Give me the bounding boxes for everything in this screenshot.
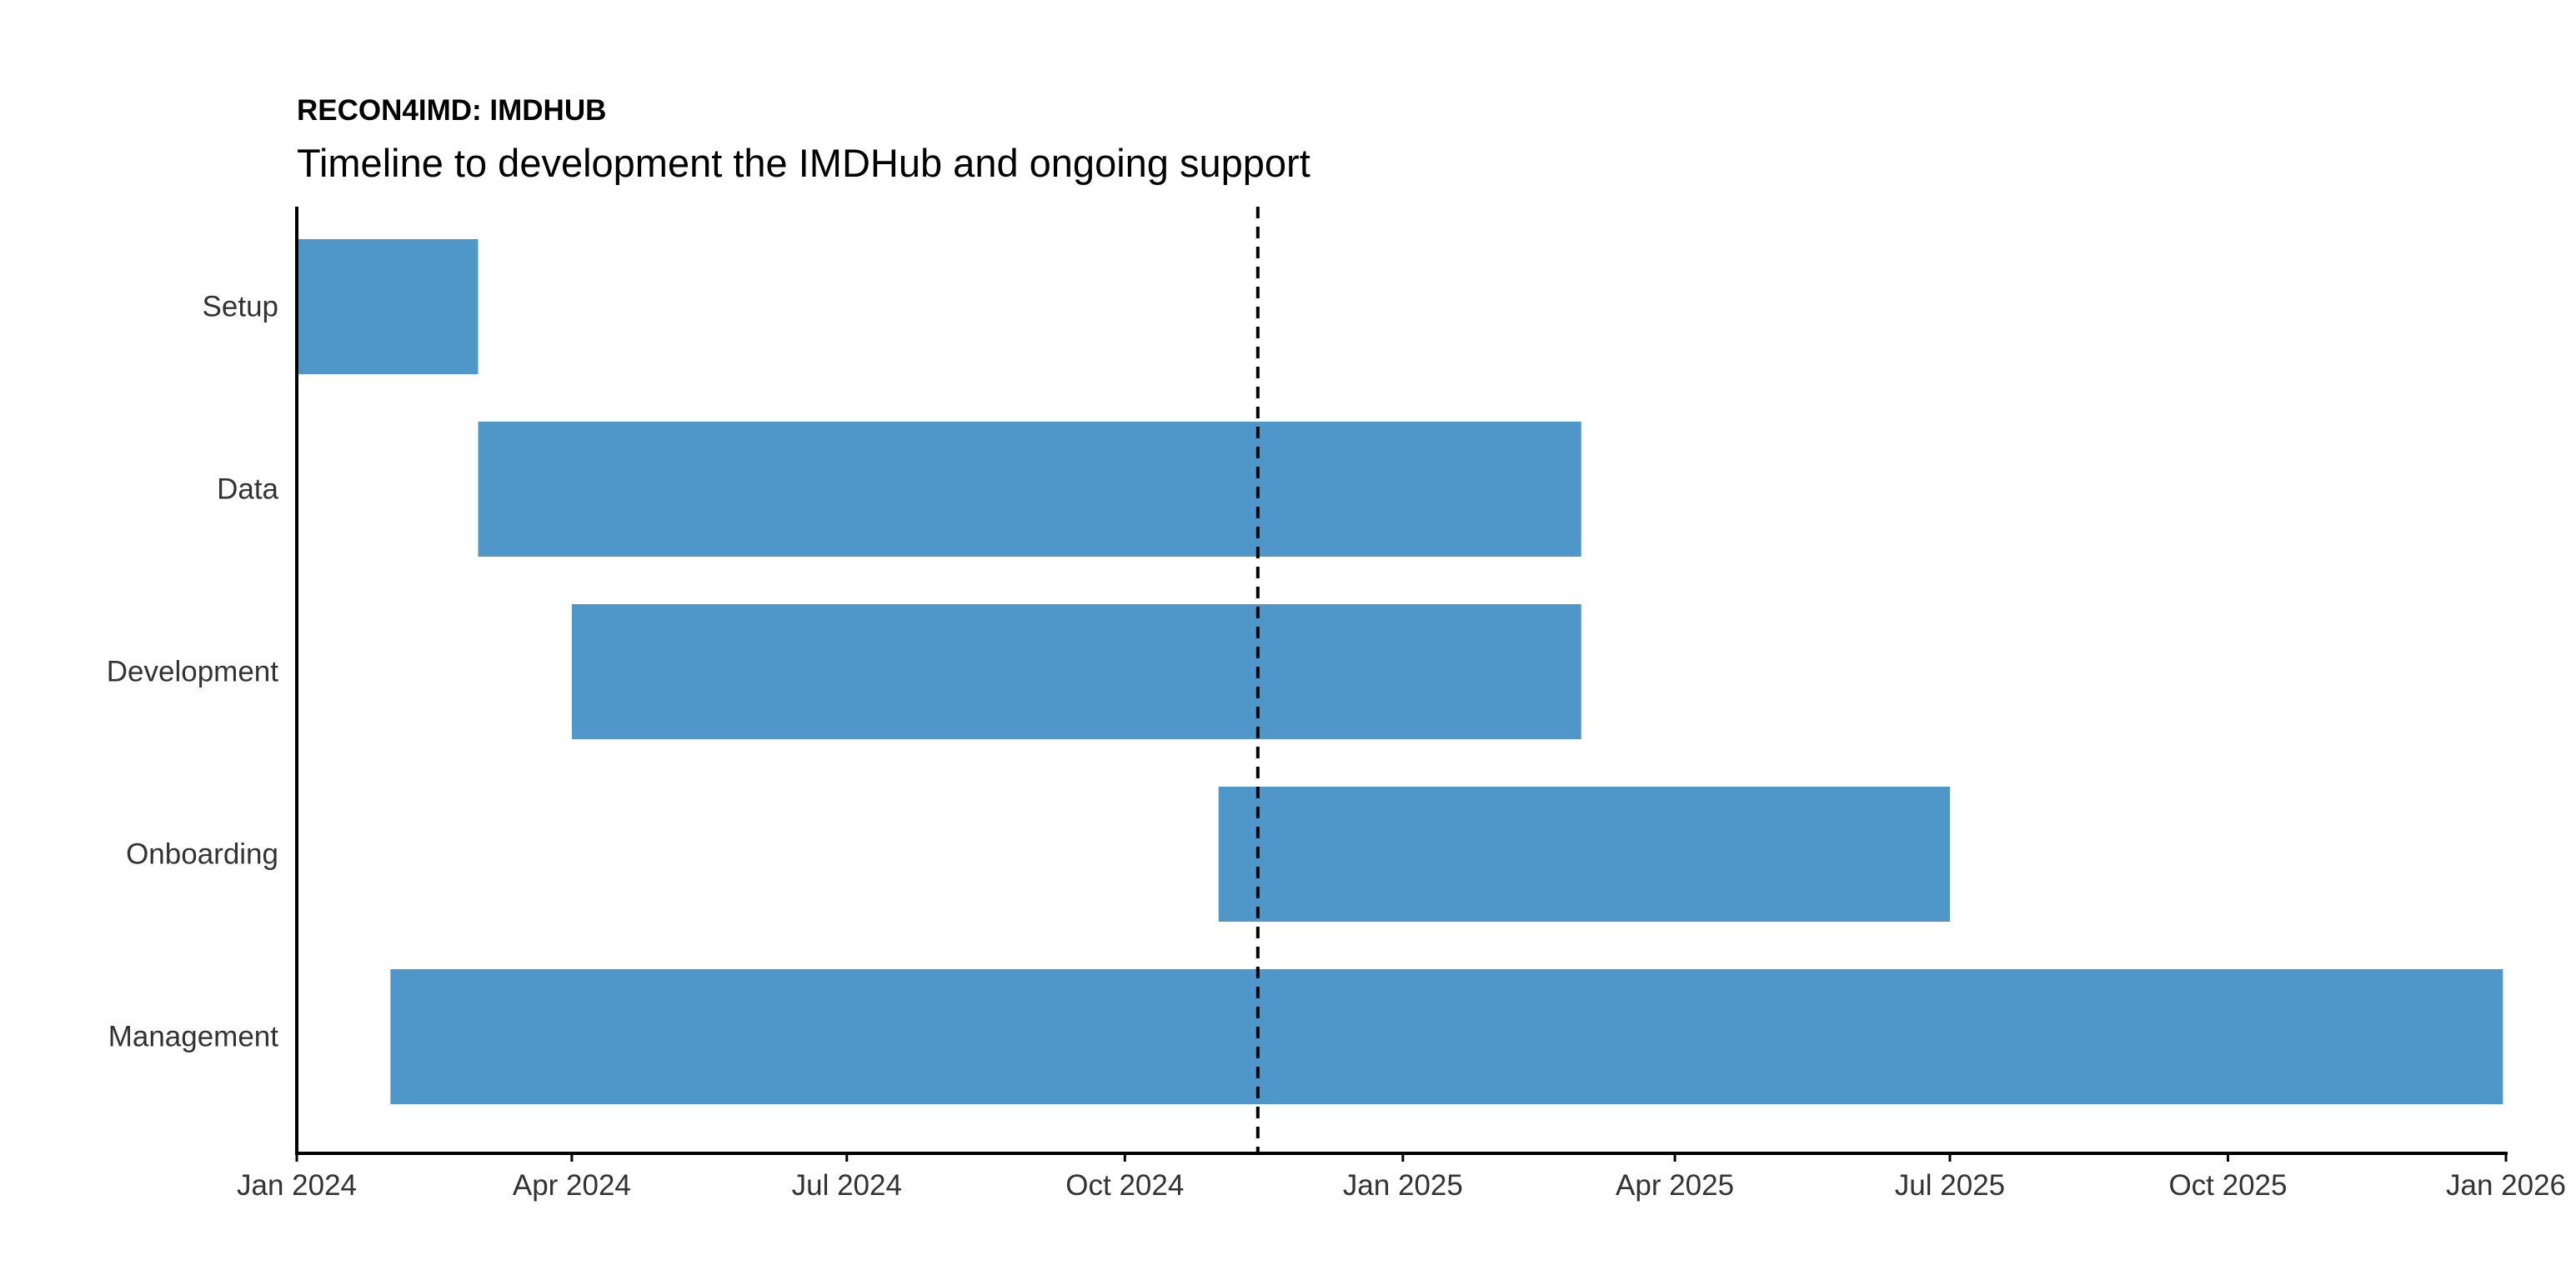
x-tick-label: Jul 2024 (792, 1169, 902, 1202)
bar-data (478, 422, 1581, 557)
x-tick-label: Apr 2025 (1616, 1169, 1734, 1202)
x-tick-label: Jan 2026 (2446, 1169, 2566, 1202)
bar-onboarding (1218, 787, 1950, 922)
x-tick-label: Jan 2025 (1343, 1169, 1463, 1202)
category-label-onboarding: Onboarding (126, 838, 278, 871)
category-label-setup: Setup (203, 291, 278, 323)
x-tick-label: Jul 2025 (1895, 1169, 2005, 1202)
bar-setup (297, 239, 479, 374)
category-label-data: Data (217, 473, 278, 506)
chart-title: RECON4IMD: IMDHUB (297, 94, 606, 127)
x-tick-label: Apr 2024 (513, 1169, 631, 1202)
category-label-development: Development (107, 656, 278, 688)
category-label-management: Management (108, 1021, 279, 1053)
bars-layer (297, 239, 2503, 1104)
axes-layer: Setup Data Development Onboarding Management… (107, 207, 2566, 1202)
x-tick-label: Jan 2024 (237, 1169, 357, 1202)
bar-management (390, 969, 2503, 1104)
x-tick-label: Oct 2025 (2168, 1169, 2287, 1202)
bar-development (571, 604, 1581, 739)
chart-subtitle: Timeline to development the IMDHub and o… (297, 141, 1311, 185)
x-tick-label: Oct 2024 (1065, 1169, 1184, 1202)
